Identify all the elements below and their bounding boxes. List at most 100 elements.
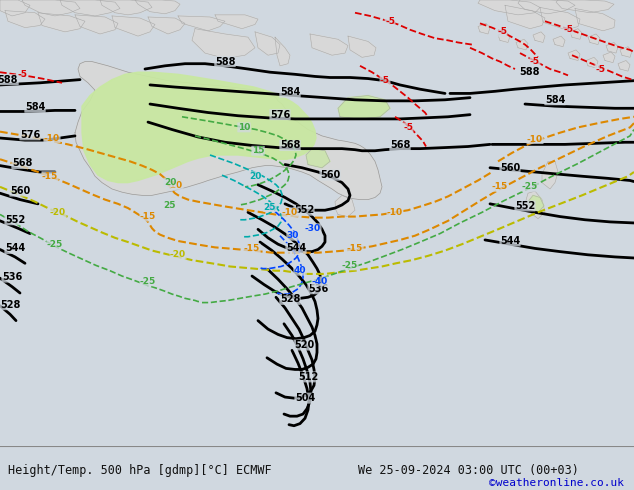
Polygon shape bbox=[533, 32, 545, 43]
Text: Height/Temp. 500 hPa [gdmp][°C] ECMWF: Height/Temp. 500 hPa [gdmp][°C] ECMWF bbox=[8, 464, 271, 477]
Polygon shape bbox=[525, 191, 545, 219]
Text: 560: 560 bbox=[500, 163, 520, 173]
Polygon shape bbox=[505, 5, 545, 28]
Text: 40: 40 bbox=[294, 266, 306, 275]
Polygon shape bbox=[135, 0, 180, 14]
Polygon shape bbox=[100, 0, 152, 15]
Text: -25: -25 bbox=[522, 182, 538, 192]
Text: -10: -10 bbox=[527, 135, 543, 144]
Text: -5: -5 bbox=[530, 57, 540, 66]
Polygon shape bbox=[0, 0, 30, 16]
Text: 512: 512 bbox=[298, 372, 318, 382]
Text: 30: 30 bbox=[287, 231, 299, 240]
Polygon shape bbox=[542, 161, 558, 189]
Polygon shape bbox=[540, 7, 580, 30]
Text: 10: 10 bbox=[238, 123, 250, 132]
Polygon shape bbox=[618, 60, 630, 71]
Text: -5: -5 bbox=[563, 25, 573, 34]
Text: -5: -5 bbox=[380, 76, 390, 85]
Polygon shape bbox=[192, 28, 255, 58]
Text: -15: -15 bbox=[492, 182, 508, 192]
Polygon shape bbox=[275, 37, 290, 66]
Polygon shape bbox=[528, 196, 544, 212]
Polygon shape bbox=[586, 57, 598, 68]
Polygon shape bbox=[603, 52, 615, 63]
Text: 584: 584 bbox=[25, 102, 45, 112]
Text: 544: 544 bbox=[5, 244, 25, 253]
Polygon shape bbox=[38, 13, 85, 32]
Polygon shape bbox=[575, 8, 615, 31]
Polygon shape bbox=[5, 11, 45, 27]
Polygon shape bbox=[568, 50, 580, 60]
Text: -5: -5 bbox=[385, 17, 395, 26]
Text: 20: 20 bbox=[164, 178, 176, 187]
Text: -15: -15 bbox=[42, 172, 58, 181]
Text: -25: -25 bbox=[47, 240, 63, 249]
Polygon shape bbox=[570, 28, 582, 39]
Text: -5: -5 bbox=[403, 123, 413, 132]
Polygon shape bbox=[148, 17, 185, 34]
Polygon shape bbox=[75, 62, 382, 199]
Polygon shape bbox=[478, 0, 540, 15]
Polygon shape bbox=[310, 34, 348, 55]
Text: 20: 20 bbox=[249, 172, 261, 181]
Text: 576: 576 bbox=[270, 110, 290, 120]
Text: -10: -10 bbox=[387, 208, 403, 217]
Polygon shape bbox=[348, 36, 376, 57]
Text: 25: 25 bbox=[264, 202, 276, 212]
Text: 576: 576 bbox=[20, 130, 40, 140]
Polygon shape bbox=[606, 43, 618, 53]
Text: -25: -25 bbox=[342, 261, 358, 270]
Text: 560: 560 bbox=[10, 186, 30, 196]
Polygon shape bbox=[215, 15, 258, 28]
Polygon shape bbox=[588, 34, 600, 45]
Text: -20: -20 bbox=[170, 250, 186, 259]
Polygon shape bbox=[178, 16, 225, 31]
Text: -15: -15 bbox=[347, 244, 363, 253]
Text: -25: -25 bbox=[140, 277, 156, 286]
Text: 584: 584 bbox=[280, 87, 300, 98]
Text: -5: -5 bbox=[17, 70, 27, 79]
Text: 584: 584 bbox=[545, 95, 565, 105]
Polygon shape bbox=[338, 96, 390, 119]
Text: -30: -30 bbox=[305, 224, 321, 233]
Text: 552: 552 bbox=[294, 205, 314, 215]
Text: -10: -10 bbox=[167, 181, 183, 190]
Text: 552: 552 bbox=[515, 201, 535, 211]
Text: 568: 568 bbox=[280, 141, 300, 150]
Polygon shape bbox=[518, 0, 575, 14]
Text: 528: 528 bbox=[0, 300, 20, 310]
Polygon shape bbox=[620, 47, 632, 57]
Text: 520: 520 bbox=[294, 340, 314, 350]
Polygon shape bbox=[22, 0, 80, 16]
Text: 504: 504 bbox=[295, 393, 315, 403]
Text: -10: -10 bbox=[282, 208, 298, 217]
Text: 536: 536 bbox=[2, 272, 22, 282]
Text: -15: -15 bbox=[244, 244, 260, 253]
Polygon shape bbox=[60, 0, 120, 16]
Polygon shape bbox=[478, 24, 490, 34]
Polygon shape bbox=[498, 32, 510, 43]
Text: 536: 536 bbox=[308, 284, 328, 294]
Polygon shape bbox=[306, 148, 330, 168]
Polygon shape bbox=[255, 32, 280, 55]
Text: -5: -5 bbox=[497, 27, 507, 36]
Polygon shape bbox=[516, 39, 528, 50]
Text: 568: 568 bbox=[390, 141, 410, 150]
Text: -15: -15 bbox=[140, 212, 156, 221]
Text: -10: -10 bbox=[44, 133, 60, 143]
Text: -20: -20 bbox=[50, 208, 66, 217]
Polygon shape bbox=[112, 16, 155, 36]
Polygon shape bbox=[75, 15, 118, 34]
Text: -5: -5 bbox=[595, 65, 605, 74]
Text: 25: 25 bbox=[164, 201, 176, 211]
Text: 588: 588 bbox=[520, 67, 540, 77]
Polygon shape bbox=[335, 196, 355, 217]
Text: 15: 15 bbox=[252, 146, 264, 155]
Text: -40: -40 bbox=[312, 277, 328, 286]
Text: We 25-09-2024 03:00 UTC (00+03): We 25-09-2024 03:00 UTC (00+03) bbox=[358, 464, 579, 477]
Polygon shape bbox=[556, 0, 614, 13]
Text: 588: 588 bbox=[0, 74, 18, 85]
Text: ©weatheronline.co.uk: ©weatheronline.co.uk bbox=[489, 478, 624, 488]
Text: 560: 560 bbox=[320, 170, 340, 180]
